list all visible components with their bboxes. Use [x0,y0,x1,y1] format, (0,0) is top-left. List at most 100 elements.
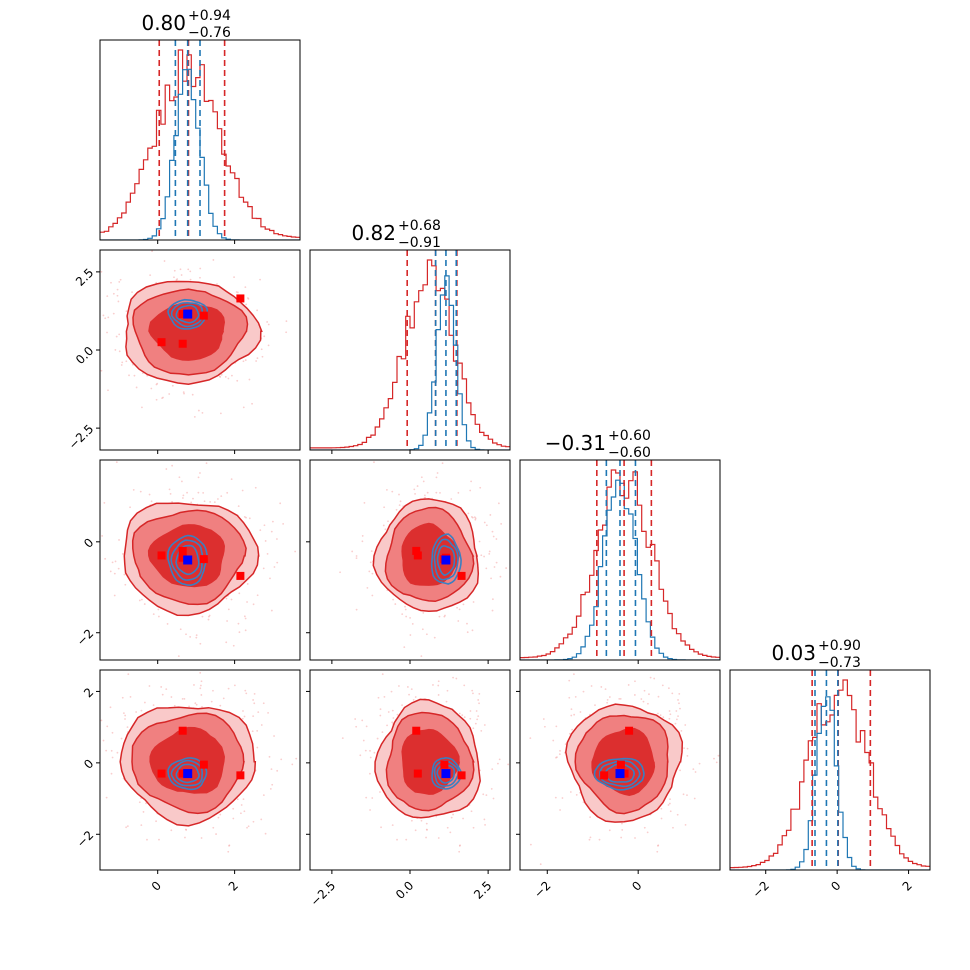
y-tick-label: 2 [81,685,96,700]
scatter-point [122,712,125,715]
scatter-point [658,897,660,899]
contour-narrow-1 [593,757,645,791]
scatter-point [100,719,103,722]
scatter-point [634,837,636,839]
scatter-point [408,693,410,696]
scatter-point [152,613,155,615]
scatter-point [168,488,171,491]
contour-narrow-1 [167,298,208,330]
contour-narrow-2 [170,759,204,787]
scatter-point [243,515,246,518]
scatter-point [241,489,244,492]
scatter-point [555,725,558,728]
scatter-point [458,712,461,715]
scatter-point [222,697,225,700]
scatter-point [621,829,624,831]
scatter-point [483,724,486,726]
scatter-point [193,684,195,686]
scatter-point [237,622,240,625]
scatter-point [369,749,371,752]
scatter-point [201,615,204,618]
scatter-point [195,634,198,637]
scatter-point [199,276,201,279]
scatter-point [121,696,124,699]
scatter-point [183,697,186,700]
scatter-point [455,677,458,680]
scatter-point [126,825,129,828]
scatter-point [463,684,466,687]
scatter-point [236,798,239,801]
scatter-point [105,749,108,752]
scatter-point [177,655,180,658]
scatter-point [354,718,357,720]
scatter-point [212,689,214,692]
title-median-2: 0.82 [351,221,396,245]
scatter-point [470,515,473,518]
scatter-point [242,710,244,712]
scatter-point [107,389,109,392]
scatter-point [248,517,251,520]
scatter-point [457,620,460,622]
scatter-point [559,749,561,752]
scatter-point [426,491,429,494]
scatter-point [387,711,390,713]
scatter-point [371,572,374,575]
scatter-point [647,702,649,705]
x-tick-label: 2 [226,878,241,893]
scatter-point [304,339,306,341]
scatter-point [582,690,585,693]
scatter-point [413,488,416,491]
scatter-point [398,493,400,496]
scatter-point [414,492,416,495]
title-plus-1: +0.94 [188,8,231,24]
scatter-point [241,717,244,720]
scatter-point [125,360,128,363]
broad-marker [236,571,245,580]
scatter-point [121,361,124,364]
scatter-point [369,772,371,775]
scatter-point [462,817,464,820]
scatter-point [252,699,255,701]
scatter-point [409,634,412,636]
title-minus-1: −0.76 [188,25,231,41]
scatter-point [112,312,115,315]
truth-marker [183,555,193,565]
scatter-point [361,719,364,722]
histogram-broad-series [730,679,930,869]
scatter-point [381,673,384,676]
scatter-point [750,776,752,778]
scatter-point [271,520,274,523]
scatter-point [189,278,192,281]
scatter-point [227,377,230,380]
scatter-point [359,754,362,757]
scatter-point [485,794,488,797]
scatter-point [471,629,474,632]
scatter-point [499,575,502,578]
scatter-point [425,822,428,825]
scatter-point [649,676,652,679]
scatter-point [117,567,120,570]
scatter-point [500,522,503,525]
scatter-point [679,707,681,710]
scatter-point [643,826,646,829]
scatter-point [396,838,398,841]
scatter-point [684,823,687,826]
scatter-point [405,838,408,841]
y-tick-label: 0.0 [73,344,96,367]
scatter-point [244,689,247,692]
scatter-point [445,700,448,703]
scatter-point [470,480,473,483]
panel-frame [99,669,301,871]
scatter-point [259,529,262,532]
scatter-point [435,476,438,479]
scatter-point [255,360,258,362]
scatter-point [107,316,110,319]
scatter-point [379,791,381,793]
scatter-point [398,504,401,507]
scatter-point [452,813,454,816]
scatter-point [370,550,373,552]
scatter-point [171,464,174,467]
scatter-point [128,374,130,377]
scatter-point [185,829,188,831]
scatter-point [368,570,371,573]
